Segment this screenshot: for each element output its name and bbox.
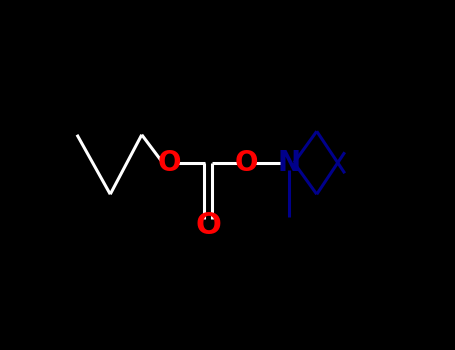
Text: O: O [158, 149, 182, 177]
Text: N: N [277, 149, 300, 177]
Text: O: O [235, 149, 258, 177]
Text: O: O [195, 211, 221, 240]
